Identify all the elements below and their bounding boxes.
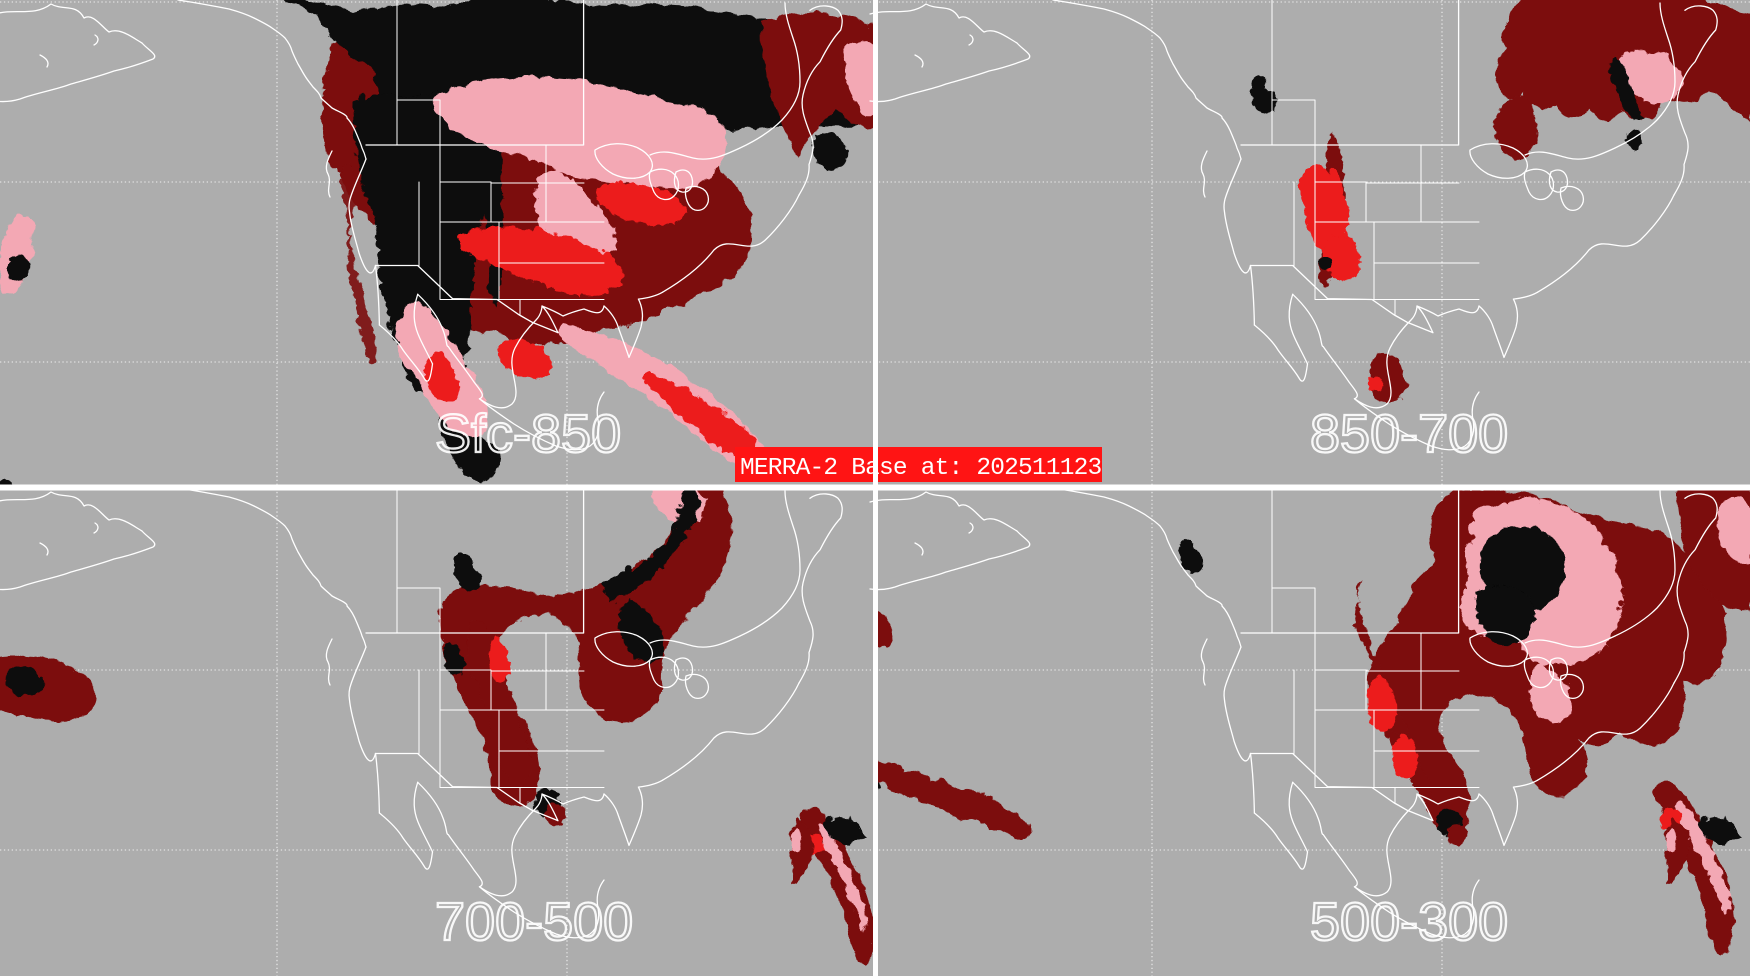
svg-text:850-700: 850-700 (1310, 404, 1508, 464)
svg-text:700-500: 700-500 (435, 892, 633, 952)
svg-text:500-300: 500-300 (1310, 892, 1508, 952)
svg-text:Sfc-850: Sfc-850 (435, 404, 621, 464)
svg-text:MERRA-2 Base at: 202511123: MERRA-2 Base at: 202511123 (740, 455, 1102, 482)
